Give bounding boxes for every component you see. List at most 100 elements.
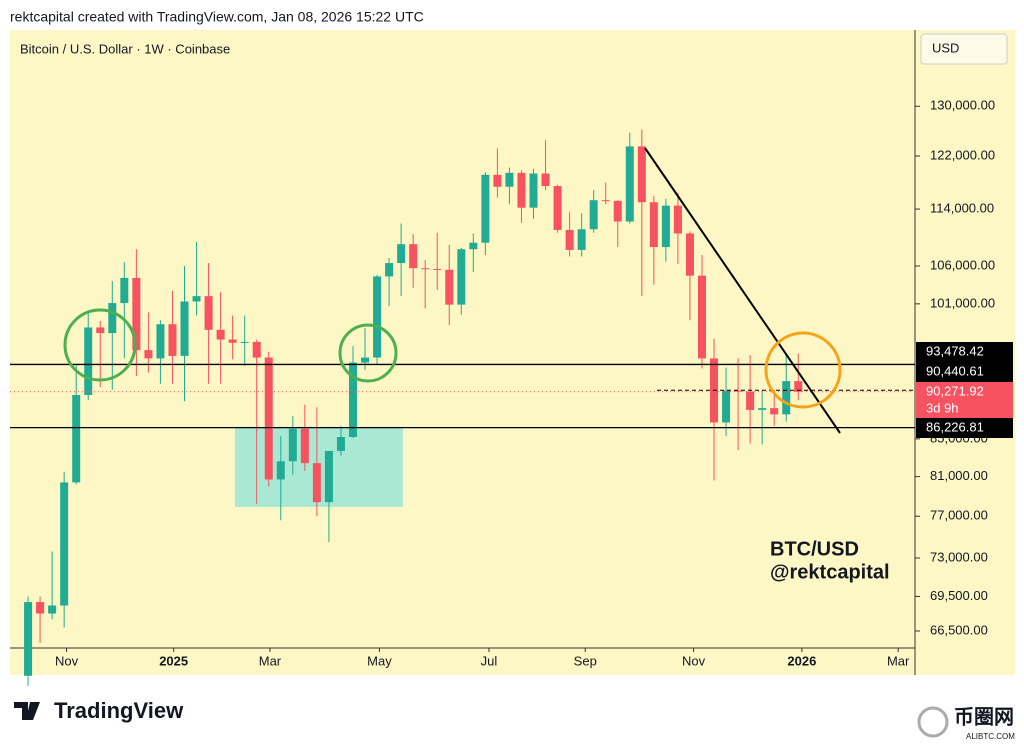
candle-body — [84, 327, 93, 395]
candle-body — [613, 200, 622, 222]
plot — [10, 129, 915, 686]
currency: USD — [932, 40, 959, 55]
y-tick-label: 69,500.00 — [930, 588, 988, 603]
candle-body — [108, 303, 117, 334]
x-tick-label: Mar — [259, 653, 282, 668]
candle-body — [661, 205, 670, 248]
x-tick-label: 2025 — [159, 653, 188, 668]
x-tick-label: Nov — [55, 653, 79, 668]
candle-body — [782, 381, 791, 415]
candle-body — [264, 357, 273, 480]
price-label: 90,271.92 — [926, 383, 984, 398]
candle-body — [541, 173, 550, 187]
candle-body — [361, 357, 370, 363]
candle-body — [577, 229, 586, 250]
y-tick-label: 66,500.00 — [930, 622, 988, 637]
x-tick-label: 2026 — [787, 653, 816, 668]
candle-body — [637, 146, 646, 203]
candle-body — [469, 242, 478, 250]
y-tick-label: 77,000.00 — [930, 508, 988, 523]
candle-body — [156, 324, 165, 359]
candle-body — [72, 394, 81, 483]
price-label-box — [916, 418, 1013, 438]
chart-background — [10, 30, 1015, 675]
highlight-circle — [764, 331, 842, 409]
candle-body — [565, 229, 574, 250]
candle-body — [529, 173, 538, 208]
candle-body — [601, 200, 610, 202]
annotation: BTC/USD — [770, 538, 859, 560]
candle-body — [697, 275, 706, 359]
candle-body — [288, 428, 297, 462]
candle-body — [348, 362, 357, 438]
price-label: 90,440.61 — [926, 363, 984, 378]
price-label-box — [916, 362, 1013, 382]
candle-body — [132, 277, 141, 351]
candle-body — [734, 390, 743, 392]
candle-body — [409, 244, 418, 269]
candle-body — [385, 263, 394, 277]
candle-body — [324, 450, 333, 503]
header: rektcapital created with TradingView.com… — [10, 9, 424, 25]
y-tick-label: 73,000.00 — [930, 549, 988, 564]
x-tick-label: May — [367, 653, 392, 668]
candle-body — [625, 146, 634, 222]
brand-logo — [14, 702, 40, 720]
annotation: @rektcapital — [770, 561, 890, 583]
brand: TradingView — [54, 698, 184, 723]
watermark-site: ALIBTC.COM — [966, 732, 1015, 741]
candle-body — [758, 408, 767, 410]
x-tick-label: Nov — [682, 653, 706, 668]
candle-body — [481, 174, 490, 243]
candle-body — [204, 296, 213, 330]
y-tick-label: 106,000.00 — [930, 257, 995, 272]
candle-body — [276, 461, 285, 480]
candle-body — [649, 202, 658, 248]
watermark: 币圈网 — [954, 705, 1014, 728]
candle-body — [228, 339, 237, 343]
candle-body — [457, 249, 466, 305]
y-tick-label: 101,000.00 — [930, 295, 995, 310]
candle-body — [252, 341, 261, 358]
candle-body — [794, 381, 803, 392]
y-tick-label: 81,000.00 — [930, 468, 988, 483]
candle-body — [96, 327, 105, 334]
trendline — [644, 147, 841, 434]
candle-body — [216, 329, 225, 340]
candle-body — [770, 408, 779, 415]
candle-body — [685, 233, 694, 276]
candle-body — [373, 276, 382, 358]
candle-body — [553, 186, 562, 230]
candle-body — [48, 605, 57, 614]
candle-body — [168, 324, 177, 356]
candle-body — [24, 602, 33, 676]
candle-body — [433, 268, 442, 270]
candle-body — [445, 269, 454, 305]
highlight-circle — [338, 323, 398, 383]
candle-body — [240, 341, 249, 343]
x-tick-label: Jul — [481, 653, 498, 668]
candle-body — [589, 200, 598, 230]
x-tick-label: Sep — [574, 653, 597, 668]
price-label: 93,478.42 — [926, 343, 984, 358]
candle-body — [36, 602, 45, 614]
chart-title: Bitcoin / U.S. Dollar · 1W · Coinbase — [20, 41, 230, 56]
price-label-box — [916, 382, 1013, 420]
y-tick-label: 114,000.00 — [930, 200, 994, 215]
highlight-circle — [63, 308, 137, 382]
countdown: 3d 9h — [926, 400, 959, 415]
candle-body — [144, 350, 153, 359]
candle-body — [336, 437, 345, 451]
candle-body — [493, 174, 502, 187]
candle-body — [673, 205, 682, 234]
candle-body — [60, 482, 69, 606]
price-label-box — [916, 342, 1013, 362]
candle-body — [746, 391, 755, 410]
candle-body — [192, 296, 201, 302]
currency-box[interactable] — [920, 33, 1008, 65]
y-tick-label: 130,000.00 — [930, 98, 995, 113]
candle-body — [120, 277, 129, 304]
x-tick-label: Mar — [887, 653, 910, 668]
candle-body — [180, 301, 189, 356]
